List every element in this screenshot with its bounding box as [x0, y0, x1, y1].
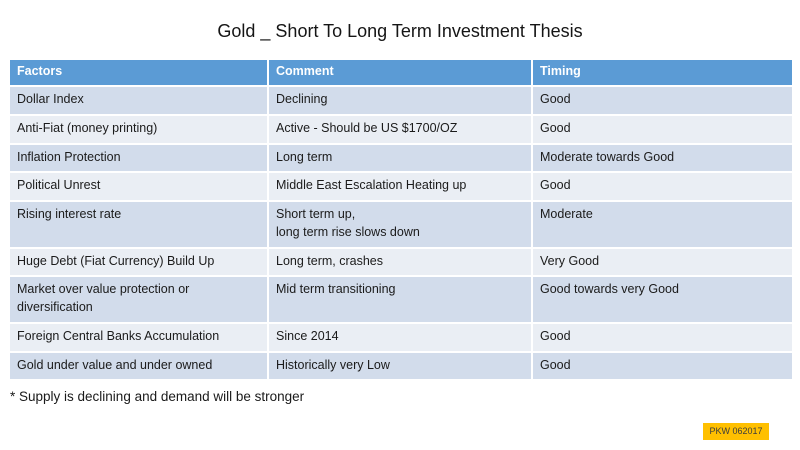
cell-timing: Very Good	[531, 246, 794, 278]
cell-factor: Foreign Central Banks Accumulation	[8, 321, 269, 353]
header-row: Factors Comment Timing	[8, 58, 794, 87]
table-row: Inflation Protection Long term Moderate …	[8, 142, 794, 174]
cell-comment: Mid term transitioning	[267, 275, 533, 324]
author-date-badge: PKW 062017	[703, 423, 769, 440]
table-row: Gold under value and under owned Histori…	[8, 350, 794, 382]
column-header-comment: Comment	[267, 58, 533, 87]
cell-comment: Long term, crashes	[267, 246, 533, 278]
table-row: Political Unrest Middle East Escalation …	[8, 171, 794, 202]
cell-comment: Middle East Escalation Heating up	[267, 171, 533, 202]
table-row: Anti-Fiat (money printing) Active - Shou…	[8, 113, 794, 145]
cell-factor: Political Unrest	[8, 171, 269, 202]
column-header-timing: Timing	[531, 58, 794, 87]
cell-timing: Moderate towards Good	[531, 142, 794, 174]
cell-factor: Anti-Fiat (money printing)	[8, 113, 269, 145]
cell-comment: Active - Should be US $1700/OZ	[267, 113, 533, 145]
cell-factor: Market over value protection or diversif…	[8, 275, 269, 324]
cell-timing: Moderate	[531, 200, 794, 249]
cell-factor: Inflation Protection	[8, 142, 269, 174]
table-row: Dollar Index Declining Good	[8, 85, 794, 116]
cell-comment: Declining	[267, 85, 533, 116]
cell-timing: Good	[531, 171, 794, 202]
cell-comment: Long term	[267, 142, 533, 174]
investment-thesis-table: Factors Comment Timing Dollar Index Decl…	[8, 58, 794, 382]
cell-timing: Good	[531, 350, 794, 382]
column-header-factors: Factors	[8, 58, 269, 87]
table-row: Rising interest rate Short term up, long…	[8, 200, 794, 249]
cell-timing: Good	[531, 113, 794, 145]
table-row: Foreign Central Banks Accumulation Since…	[8, 321, 794, 353]
cell-comment: Short term up, long term rise slows down	[267, 200, 533, 249]
footnote: * Supply is declining and demand will be…	[10, 389, 305, 404]
slide-title: Gold _ Short To Long Term Investment The…	[217, 21, 583, 41]
cell-timing: Good	[531, 85, 794, 116]
cell-comment: Since 2014	[267, 321, 533, 353]
cell-factor: Huge Debt (Fiat Currency) Build Up	[8, 246, 269, 278]
cell-factor: Dollar Index	[8, 85, 269, 116]
table-row: Huge Debt (Fiat Currency) Build Up Long …	[8, 246, 794, 278]
cell-factor: Gold under value and under owned	[8, 350, 269, 382]
cell-comment: Historically very Low	[267, 350, 533, 382]
table-row: Market over value protection or diversif…	[8, 275, 794, 324]
cell-timing: Good	[531, 321, 794, 353]
cell-timing: Good towards very Good	[531, 275, 794, 324]
cell-factor: Rising interest rate	[8, 200, 269, 249]
